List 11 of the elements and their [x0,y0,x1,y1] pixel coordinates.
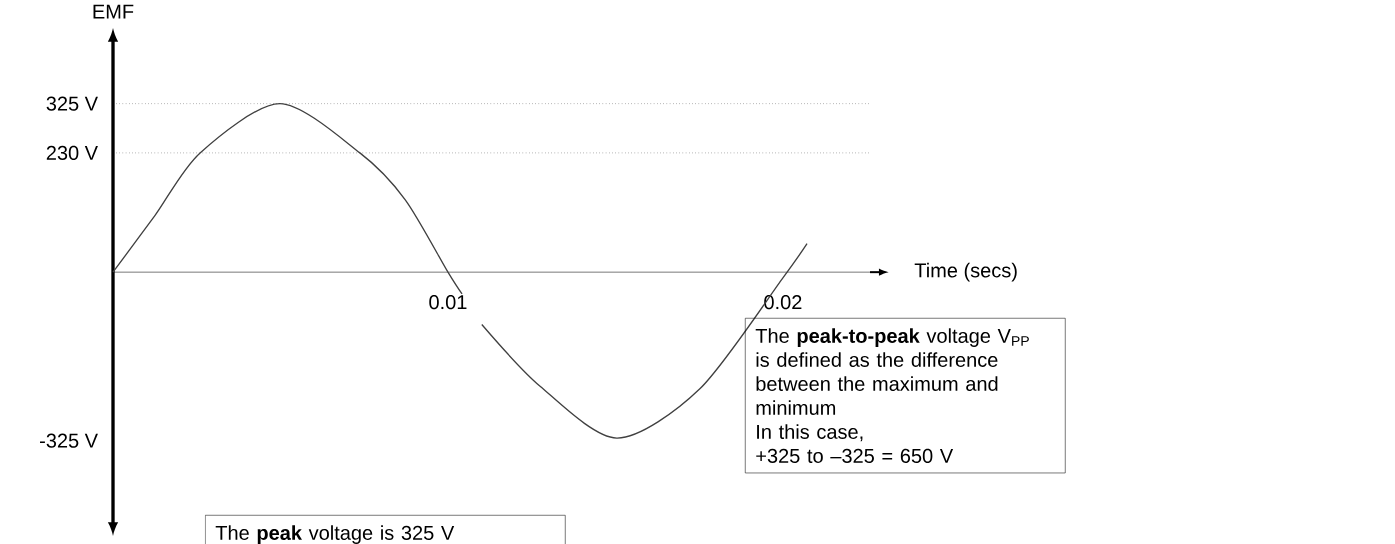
annotation: +325 to –325 = 650 V [756,448,954,463]
y-axis-title: EMF [93,4,134,19]
y-tick-label: 230 V [46,145,98,160]
annotation: The peak-to-peak voltage V$_{PP}$ is defined as the difference between the maximum and minimum [755,328,1029,415]
x-axis-title: Time (secs) [914,262,1017,282]
x-tick-label: 0.01 [429,295,467,310]
annotation: In this case, [757,424,863,442]
y-tick-label: -325 V [40,433,98,448]
y-tick-label: 325 V [46,96,98,111]
x-tick-label: 0.02 [764,295,802,310]
text: The peak voltage is 325 V [215,525,455,544]
